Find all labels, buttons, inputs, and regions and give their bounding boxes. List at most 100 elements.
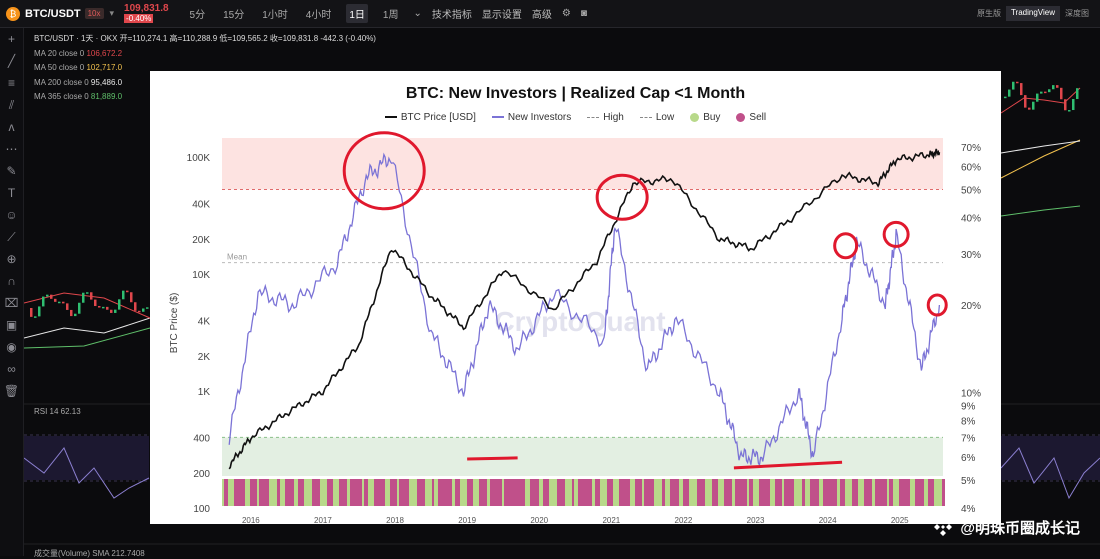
buy-signal-bar <box>600 479 607 506</box>
trash-icon[interactable]: 🗑 <box>3 384 20 398</box>
sell-signal-bar <box>724 479 732 506</box>
magnet-icon[interactable]: ∩ <box>7 274 16 288</box>
rsi-label: RSI 14 62.13 <box>34 407 81 416</box>
y-left-tick-label: 20K <box>192 235 210 246</box>
pair-selector[interactable]: BTC/USDT <box>25 7 81 20</box>
y-left-tick-label: 40K <box>192 200 210 211</box>
leverage-badge: 10x <box>84 8 104 19</box>
buy-signal-bar <box>222 479 224 506</box>
sell-signal-bar <box>700 479 705 506</box>
camera-icon[interactable]: ◙ <box>580 8 587 19</box>
timeframe-tab[interactable]: 1日 <box>346 4 368 23</box>
legend-item: High <box>587 112 624 123</box>
x-tick-label: 2023 <box>747 516 765 524</box>
trendline-icon[interactable]: ╱ <box>7 54 16 68</box>
ruler-icon[interactable]: ⟋ <box>7 230 16 244</box>
timeframe-tab[interactable]: 1小时 <box>262 10 288 21</box>
y-left-tick-label: 100 <box>193 504 210 515</box>
x-tick-label: 2022 <box>675 516 693 524</box>
annotation-circle <box>833 232 859 260</box>
sell-signal-bar <box>852 479 854 506</box>
fib-icon[interactable]: ≡ <box>7 76 15 90</box>
brush-icon[interactable]: ✎ <box>6 164 17 178</box>
text-icon[interactable]: T <box>7 186 16 200</box>
ma-label: MA 200 close 0 <box>34 77 91 87</box>
sell-signal-bar <box>543 479 549 506</box>
sell-signal-bar <box>609 479 613 506</box>
sell-signal-bar <box>784 479 788 506</box>
buy-signal-bar <box>368 479 374 506</box>
channel-icon[interactable]: ⫽ <box>8 98 15 112</box>
sell-signal-bar <box>635 479 642 506</box>
chevron-down-icon[interactable]: ⌄ <box>413 8 422 19</box>
sell-signal-bar <box>522 479 525 506</box>
y-right-tick-label: 60% <box>961 162 981 173</box>
buy-signal-bar <box>228 479 234 506</box>
timeframe-tab[interactable]: 1周 <box>382 10 399 21</box>
y-right-tick-label: 10% <box>961 388 981 399</box>
buy-signal-bar <box>872 479 875 506</box>
buy-signal-bar <box>539 479 543 506</box>
lock-icon[interactable]: ▣ <box>5 318 18 332</box>
sell-signal-bar <box>899 479 907 506</box>
sell-signal-bar <box>298 479 304 506</box>
zoom-icon[interactable]: ⊕ <box>6 252 17 266</box>
chart-legend: BTC Price [USD] New Investors High Low Buy Se… <box>150 112 1001 123</box>
eye-icon[interactable]: ◉ <box>6 340 17 354</box>
buy-signal-bar <box>397 479 399 506</box>
tool-button[interactable]: 高级 <box>531 10 552 21</box>
buy-signal-bar <box>679 479 683 506</box>
sell-signal-bar <box>374 479 382 506</box>
timeframe-tab[interactable]: 4小时 <box>305 10 332 21</box>
sell-signal-bar <box>508 479 514 506</box>
buy-signal-bar <box>304 479 312 506</box>
timeframe-tabs: 5分 15分 1小时 4小时 1日 1周 <box>187 4 414 23</box>
view-tab[interactable]: TradingView <box>1005 6 1060 21</box>
tool-button[interactable]: 显示设置 <box>481 10 522 21</box>
candle <box>1068 110 1071 112</box>
candle <box>1048 89 1051 93</box>
candle <box>86 292 89 294</box>
author-watermark: @明珠币圈成长记 <box>932 516 1080 538</box>
sell-signal-bar <box>907 479 910 506</box>
buy-signal-bar <box>887 479 889 506</box>
measure-icon[interactable]: ⋯ <box>5 142 18 156</box>
chevron-down-icon[interactable]: ▾ <box>109 8 115 18</box>
sell-signal-bar <box>420 479 425 506</box>
pattern-icon[interactable]: ʌ <box>8 120 15 134</box>
tool-button[interactable]: 技术指标 <box>431 10 472 21</box>
lock-drawing-icon[interactable]: ⌧ <box>4 296 19 310</box>
emoji-icon[interactable]: ☺ <box>5 208 18 222</box>
link-icon[interactable]: ∞ <box>7 362 16 376</box>
sell-signal-bar <box>697 479 700 506</box>
ma-row: MA 200 close 0 95,486.0 <box>34 76 376 91</box>
sell-signal-bar <box>922 479 924 506</box>
buy-signal-bar <box>858 479 864 506</box>
buy-signal-bar <box>434 479 438 506</box>
x-tick-label: 2016 <box>242 516 260 524</box>
high-zone <box>222 138 943 190</box>
candle <box>62 301 65 304</box>
x-tick-label: 2025 <box>891 516 909 524</box>
y-left-tick-label: 1K <box>198 387 211 398</box>
low-zone <box>222 437 943 476</box>
buy-signal-bar <box>753 479 759 506</box>
candle <box>78 302 81 314</box>
ma-row: MA 365 close 0 81,889.0 <box>34 90 376 105</box>
candle <box>146 307 149 309</box>
buy-signal-bar <box>794 479 802 506</box>
buy-signal-bar <box>294 479 298 506</box>
timeframe-tab[interactable]: 5分 <box>189 10 206 21</box>
view-tab[interactable]: 原生版 <box>976 9 1001 18</box>
view-tab[interactable]: 深度图 <box>1065 9 1089 18</box>
sell-signal-bar <box>572 479 574 506</box>
sell-signal-bar <box>242 479 245 506</box>
sell-signal-bar <box>530 479 537 506</box>
candle <box>110 309 113 313</box>
y-right-tick-label: 50% <box>961 185 981 196</box>
crosshair-icon[interactable]: + <box>7 32 15 46</box>
buy-signal-bar <box>845 479 852 506</box>
annotation-underline <box>733 460 843 470</box>
timeframe-tab[interactable]: 15分 <box>223 10 245 21</box>
settings-icon[interactable]: ⚙ <box>561 8 571 19</box>
